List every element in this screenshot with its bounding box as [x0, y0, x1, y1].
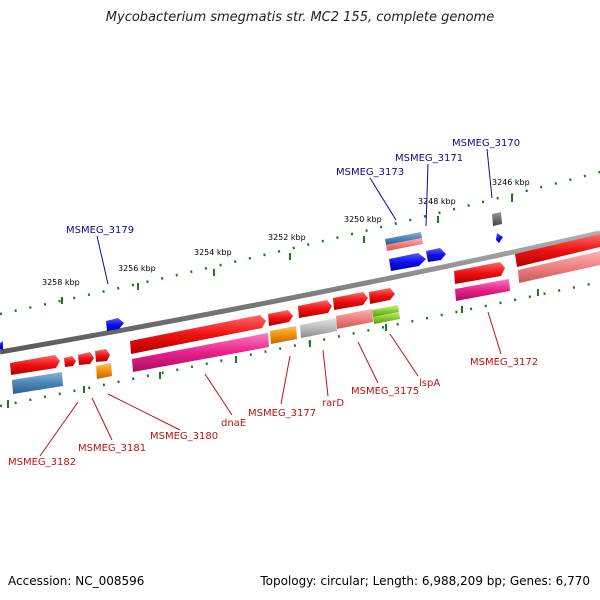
gene-feature[interactable]: [96, 363, 112, 379]
inner-tick-ring: [0, 280, 600, 408]
gene-arrow[interactable]: [268, 310, 293, 326]
gene-feature[interactable]: [515, 234, 600, 267]
topology-summary: Topology: circular; Length: 6,988,209 bp…: [260, 574, 590, 588]
gene-label[interactable]: MSMEG_3177: [248, 408, 316, 419]
gene-arrow[interactable]: [426, 248, 446, 262]
gene-label[interactable]: lspA: [419, 378, 440, 389]
gene-label[interactable]: MSMEG_3172: [470, 357, 538, 368]
gene-feature[interactable]: [372, 305, 399, 317]
kbp-label: 3254 kbp: [194, 248, 232, 257]
accession-text: Accession: NC_008596: [8, 574, 145, 588]
gene-arrow[interactable]: [130, 315, 266, 354]
gene-feature[interactable]: [492, 212, 502, 226]
kbp-label: 3256 kbp: [118, 264, 156, 273]
leader-lines: [39, 148, 502, 457]
gene-feature[interactable]: [373, 312, 400, 324]
gene-feature[interactable]: [12, 372, 63, 394]
gene-label[interactable]: MSMEG_3170: [452, 138, 520, 149]
gene-labels-top: MSMEG_3170 MSMEG_3171 MSMEG_3173 MSMEG_3…: [66, 138, 520, 236]
gene-arrow[interactable]: [369, 288, 395, 304]
kbp-label: 3258 kbp: [42, 278, 80, 287]
gene-arrow[interactable]: [95, 349, 110, 362]
gene-label[interactable]: MSMEG_3175: [351, 386, 419, 397]
kbp-scale-labels: 3246 kbp 3248 kbp 3250 kbp 3252 kbp 3254…: [42, 178, 530, 287]
gene-arrow[interactable]: [298, 300, 332, 318]
gene-label[interactable]: MSMEG_3181: [78, 443, 146, 454]
kbp-label: 3246 kbp: [492, 178, 530, 187]
gene-feature[interactable]: [455, 279, 510, 301]
upper-strand-genes: [0, 212, 600, 350]
kbp-label: 3248 kbp: [418, 197, 456, 206]
lower-strand-genes: [10, 262, 510, 394]
gene-label[interactable]: MSMEG_3171: [395, 153, 463, 164]
gene-feature[interactable]: [132, 333, 269, 372]
gene-feature[interactable]: [270, 326, 297, 344]
gene-label[interactable]: MSMEG_3182: [8, 457, 76, 468]
gene-arrow[interactable]: [0, 341, 3, 350]
gene-arrow[interactable]: [496, 233, 503, 243]
gene-arrow[interactable]: [454, 262, 505, 284]
gene-arrow[interactable]: [78, 352, 94, 365]
gene-arrow[interactable]: [389, 253, 426, 271]
gene-feature[interactable]: [385, 232, 422, 245]
outer-tick-ring: [0, 170, 600, 316]
gene-label[interactable]: dnaE: [221, 418, 246, 429]
map-title: Mycobacterium smegmatis str. MC2 155, co…: [105, 10, 495, 25]
gene-feature[interactable]: [386, 238, 423, 251]
genome-backbone: [0, 230, 600, 355]
gene-feature[interactable]: [518, 251, 600, 283]
gene-label[interactable]: MSMEG_3180: [150, 431, 218, 442]
gene-feature[interactable]: [300, 318, 337, 338]
gene-label[interactable]: rarD: [322, 398, 344, 409]
gene-arrow[interactable]: [106, 318, 124, 331]
kbp-label: 3252 kbp: [268, 233, 306, 242]
gene-feature[interactable]: [336, 309, 373, 329]
gene-label[interactable]: MSMEG_3179: [66, 225, 134, 236]
gene-label[interactable]: MSMEG_3173: [336, 167, 404, 178]
gene-arrow[interactable]: [333, 292, 368, 310]
kbp-label: 3250 kbp: [344, 215, 382, 224]
gene-arrow[interactable]: [64, 356, 76, 367]
gene-labels-bottom: MSMEG_3172 lspA MSMEG_3175 rarD MSMEG_31…: [8, 357, 538, 468]
gene-arrow[interactable]: [10, 355, 60, 375]
